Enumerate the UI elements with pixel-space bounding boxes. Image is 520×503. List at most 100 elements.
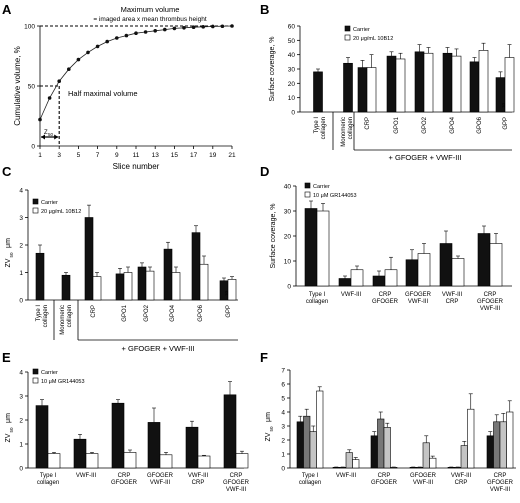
- d-category-label: CRP: [446, 299, 459, 305]
- b-category-label: GPO6: [477, 116, 483, 133]
- a-data-point: [105, 39, 109, 44]
- e-y-label-sub: 50: [9, 427, 14, 433]
- d-bar: [477, 233, 491, 287]
- b-y-tick-label: 20: [288, 81, 296, 88]
- f-category-label: VWF-III: [451, 473, 472, 479]
- e-category-label: CRP: [192, 480, 205, 486]
- a-data-point: [220, 24, 225, 29]
- d-bar: [439, 243, 453, 287]
- b-category-label: GPO4: [450, 116, 456, 133]
- b-bar: [395, 58, 406, 113]
- b-bar: [478, 50, 489, 113]
- b-bar: [357, 67, 368, 113]
- e-category-label: GFOGER: [111, 480, 138, 486]
- d-y-tick-label: 40: [284, 184, 292, 191]
- a-y-tick-label: 0: [31, 144, 35, 151]
- a-x-tick-label: 19: [209, 152, 217, 159]
- a-data-point: [211, 24, 215, 29]
- d-y-label: Surface coverage, %: [270, 204, 277, 269]
- e-bar: [235, 453, 249, 469]
- b-bar: [504, 57, 515, 113]
- c-bar: [115, 273, 125, 301]
- c-bar: [227, 279, 237, 301]
- a-data-point: [47, 96, 52, 100]
- f-bar: [332, 466, 340, 469]
- d-bar: [417, 253, 431, 287]
- e-y-tick-label: 3: [19, 394, 23, 401]
- f-y-tick-label: 3: [281, 424, 285, 431]
- a-data-point: [124, 33, 129, 38]
- c-bar: [219, 280, 229, 301]
- c-bar: [145, 270, 155, 301]
- e-category-label: VWF-III: [150, 480, 171, 486]
- d-category-label: VWF-III: [480, 306, 501, 312]
- f-bar: [409, 466, 417, 469]
- c-bar: [123, 272, 133, 301]
- f-category-label: VWF-III: [336, 473, 357, 479]
- e-bar: [123, 452, 137, 469]
- d-legend-label: 10 μM GR144053: [313, 193, 357, 199]
- d-category-label: CRP: [379, 292, 392, 298]
- d-category-label: CRP: [484, 292, 497, 298]
- a-y-tick-label: 50: [28, 84, 36, 91]
- f-y-label: ZV: [265, 432, 272, 441]
- c-y-tick-label: 3: [19, 215, 23, 222]
- b-group-label: + GFOGER + VWF-III: [389, 153, 462, 162]
- b-legend-swatch: [344, 25, 351, 32]
- e-bar: [47, 453, 61, 469]
- e-y-label-unit: μm: [5, 413, 12, 423]
- c-category-label: Type I: [36, 305, 42, 322]
- f-category-label: GFOGER: [487, 480, 514, 486]
- f-bar: [345, 452, 353, 469]
- a-data-point: [95, 44, 100, 49]
- d-category-label: GFOGER: [477, 299, 504, 305]
- c-category-label: GPO4: [170, 304, 176, 321]
- d-category-label: VWF-III: [341, 292, 362, 298]
- e-category-label: VWF-III: [226, 487, 247, 493]
- d-y-tick-label: 20: [284, 234, 292, 241]
- b-bar: [442, 52, 453, 113]
- a-x-tick-label: 9: [115, 152, 119, 159]
- c-bar: [92, 276, 102, 301]
- b-category-label: GPO1: [394, 116, 400, 133]
- e-legend-swatch: [32, 377, 39, 384]
- b-category-label: Monomeric: [341, 117, 347, 147]
- b-category-label: CRP: [365, 117, 371, 130]
- e-y-tick-label: 0: [19, 466, 23, 473]
- c-category-label: GPP: [226, 305, 232, 318]
- c-y-label-sub: 50: [9, 252, 14, 258]
- d-bar: [405, 259, 419, 287]
- f-bar: [486, 435, 494, 469]
- a-data-point: [201, 25, 205, 29]
- a-x-tick-label: 3: [57, 152, 61, 159]
- c-legend-label: Carrier: [41, 200, 58, 206]
- f-y-tick-label: 6: [281, 382, 285, 389]
- a-data-point: [38, 117, 42, 122]
- b-bar: [469, 61, 480, 113]
- f-bar: [390, 466, 398, 469]
- a-annotation-half: Half maximal volume: [68, 89, 138, 98]
- c-bar: [199, 263, 209, 301]
- e-category-label: collagen: [37, 480, 59, 486]
- c-y-label-unit: μm: [5, 238, 12, 248]
- f-category-label: VWF-III: [490, 487, 511, 493]
- e-y-tick-label: 4: [19, 370, 23, 377]
- a-x-tick-label: 11: [133, 152, 140, 159]
- c-bar: [137, 266, 147, 301]
- f-category-label: collagen: [299, 480, 321, 486]
- panel-label-F: F: [260, 350, 268, 365]
- d-category-label: Type I: [309, 292, 326, 298]
- f-y-tick-label: 0: [281, 466, 285, 473]
- d-category-label: VWF-III: [408, 299, 429, 305]
- f-bar: [467, 408, 475, 469]
- c-category-label: collagen: [67, 305, 73, 327]
- f-category-label: GFOGER: [410, 473, 437, 479]
- e-category-label: Type I: [40, 473, 57, 479]
- a-data-point: [134, 31, 138, 35]
- a-x-label: Slice number: [113, 162, 160, 171]
- panel-label-C: C: [2, 164, 12, 179]
- e-bar: [197, 455, 211, 469]
- d-category-label: GFOGER: [372, 299, 399, 305]
- f-bar: [296, 421, 304, 469]
- f-bar: [499, 421, 507, 469]
